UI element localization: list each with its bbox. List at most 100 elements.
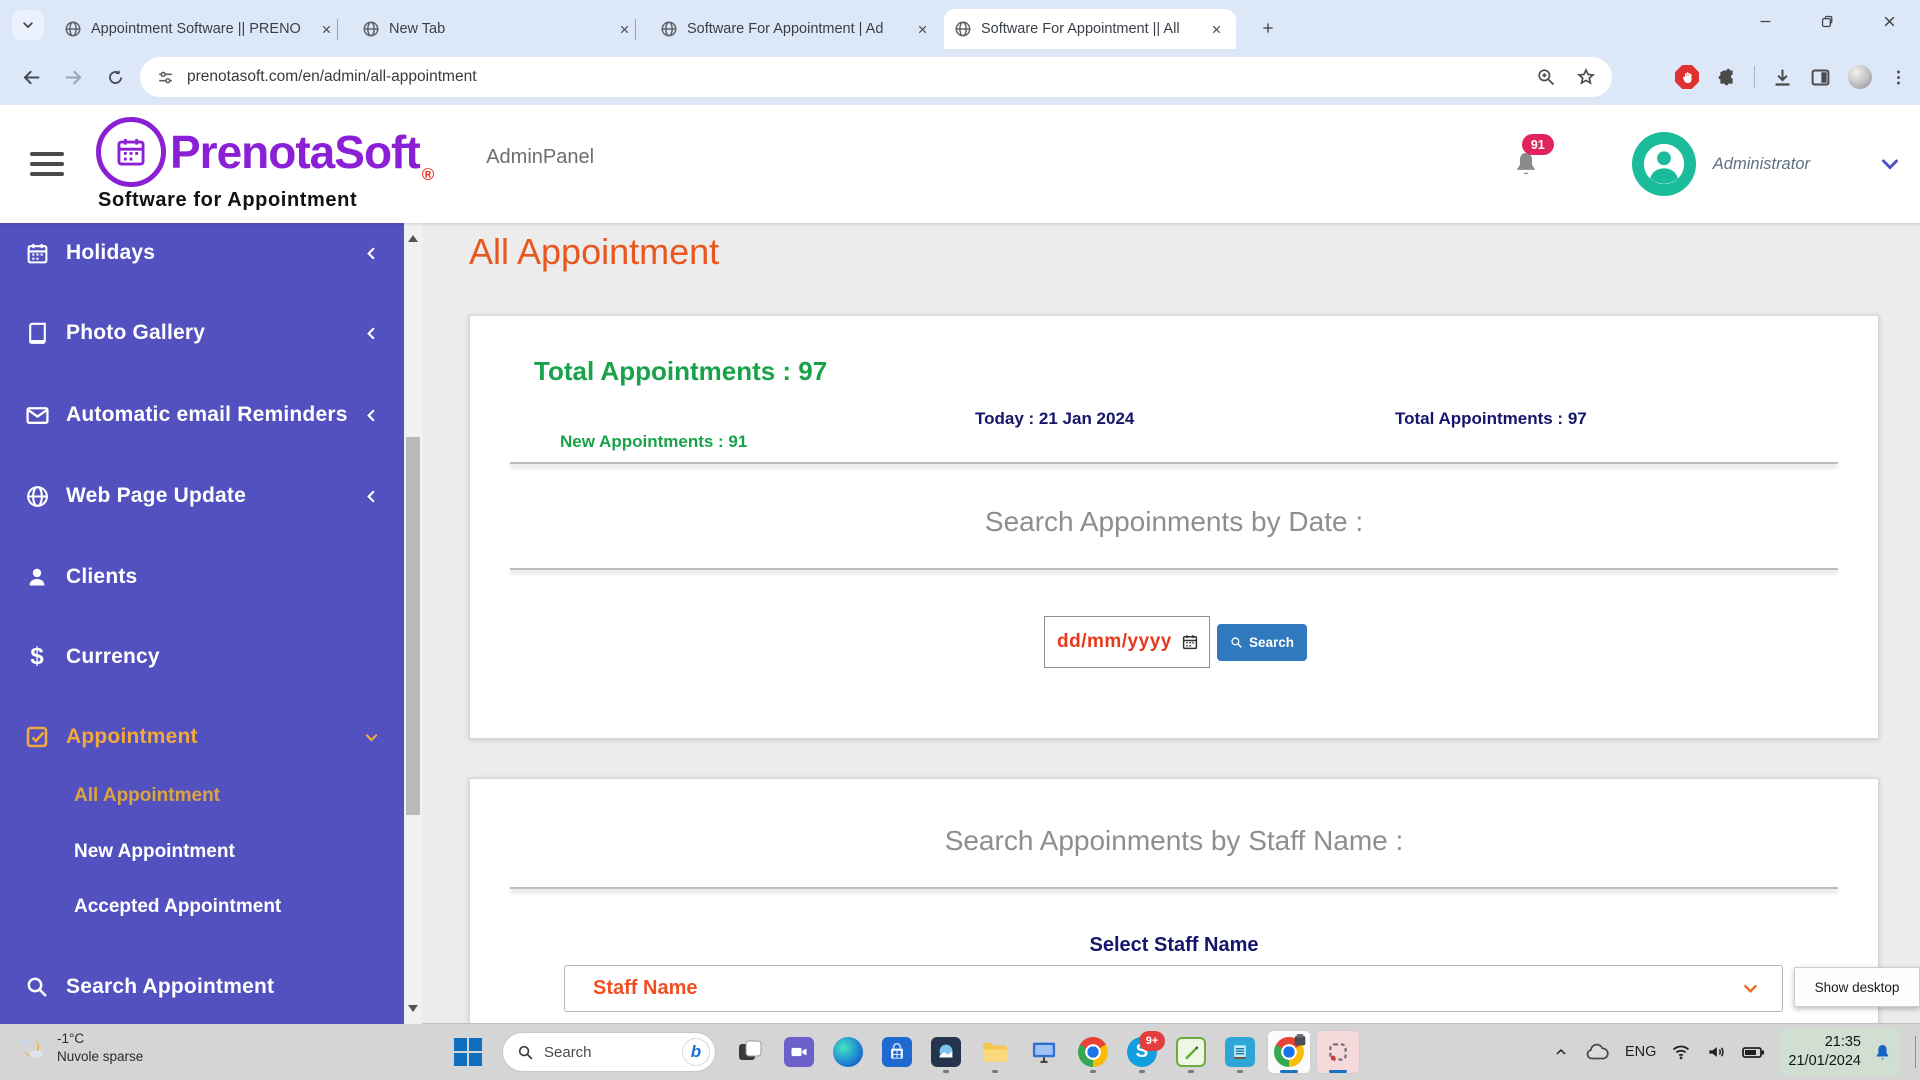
taskbar-weather-widget[interactable]: -1°C Nuvole sparse (12, 1030, 143, 1066)
total-appointments-stat: Total Appointments : 97 (1395, 409, 1587, 428)
notifications-bell-button[interactable]: 91 (1512, 134, 1554, 178)
chrome-button[interactable] (1071, 1030, 1115, 1074)
taskbar-search-box[interactable]: Search b (503, 1033, 715, 1071)
site-logo[interactable]: PrenotaSoft ® Software for Appointment (96, 116, 434, 212)
browser-menu-icon[interactable] (1889, 68, 1908, 87)
hamburger-menu-icon[interactable] (30, 152, 64, 176)
extensions-puzzle-icon[interactable] (1716, 67, 1737, 88)
select-staff-label: Select Staff Name (1089, 934, 1259, 956)
url-bar[interactable]: prenotasoft.com/en/admin/all-appointment (140, 57, 1612, 97)
monitor-icon (1029, 1037, 1059, 1067)
snipping-tool-button[interactable] (1316, 1030, 1360, 1074)
sidebar-item-currency[interactable]: $ Currency (0, 639, 404, 675)
snipping-tool-icon (1323, 1037, 1353, 1067)
scroll-down-icon[interactable] (408, 1005, 418, 1012)
scrollbar-thumb[interactable] (406, 437, 420, 815)
sidebar-subitem-accepted-appointment[interactable]: Accepted Appointment (74, 896, 282, 917)
back-icon (21, 67, 42, 88)
browser-tab-3[interactable]: Software For Appointment | Ad (650, 9, 942, 49)
globe-favicon-icon (362, 20, 380, 38)
skype-button[interactable]: S 9+ (1120, 1030, 1165, 1074)
hand-icon (1680, 70, 1695, 85)
notification-bell-icon[interactable] (1873, 1043, 1892, 1062)
sidebar-item-label: Automatic email Reminders (66, 403, 348, 426)
volume-icon[interactable] (1706, 1042, 1726, 1062)
tab-close-icon[interactable] (913, 20, 932, 39)
sidebar-item-photo-gallery[interactable]: Photo Gallery (0, 315, 404, 351)
adblock-icon[interactable] (1675, 65, 1699, 89)
window-restore-button[interactable] (1796, 0, 1858, 42)
browser-tab-active[interactable]: Software For Appointment || All (944, 9, 1236, 49)
search-by-date-button[interactable]: Search (1217, 624, 1307, 661)
date-input[interactable]: dd/mm/yyyy (1044, 616, 1210, 668)
microsoft-store-button[interactable] (875, 1030, 919, 1074)
notepad-plus-button[interactable] (1169, 1030, 1213, 1074)
staff-name-select[interactable]: Staff Name (564, 965, 1783, 1012)
browser-tab-2[interactable]: New Tab (352, 9, 644, 49)
tab-close-icon[interactable] (317, 20, 336, 39)
side-panel-icon[interactable] (1810, 67, 1831, 88)
sidebar-item-email-reminders[interactable]: Automatic email Reminders (0, 397, 404, 433)
new-tab-button[interactable] (1253, 13, 1283, 43)
browser-tab-1[interactable]: Appointment Software || PRENO (54, 9, 346, 49)
date-placeholder: dd/mm/yyyy (1057, 631, 1172, 652)
show-desktop-edge[interactable] (1915, 1036, 1916, 1068)
toolbar-extensions-area (1675, 59, 1908, 95)
browser-tab-bar: Appointment Software || PRENO New Tab So… (0, 0, 1920, 49)
notes-icon (1225, 1037, 1255, 1067)
bookmark-star-icon[interactable] (1576, 67, 1596, 87)
sidebar-subitem-new-appointment[interactable]: New Appointment (74, 841, 235, 862)
remote-pc-button[interactable] (1022, 1030, 1066, 1074)
forward-button[interactable] (56, 60, 90, 94)
window-close-button[interactable] (1858, 0, 1920, 42)
sidebar-item-web-page-update[interactable]: Web Page Update (0, 478, 404, 514)
sidebar-item-holidays[interactable]: Holidays (0, 235, 404, 271)
wifi-icon[interactable] (1671, 1042, 1691, 1062)
downloads-icon[interactable] (1772, 67, 1793, 88)
site-settings-icon[interactable] (156, 68, 175, 87)
file-explorer-button[interactable] (973, 1030, 1017, 1074)
battery-icon[interactable] (1741, 1040, 1765, 1064)
user-menu-chevron-icon[interactable] (1878, 152, 1902, 176)
sidebar-scrollbar[interactable] (404, 223, 422, 1024)
tray-chevron-up-icon[interactable] (1553, 1044, 1569, 1060)
onedrive-cloud-icon[interactable] (1584, 1039, 1610, 1065)
plus-icon (1260, 20, 1276, 36)
tab-title: Appointment Software || PRENO (91, 21, 301, 37)
tab-search-button[interactable] (12, 10, 44, 40)
zoom-icon[interactable] (1536, 67, 1556, 87)
task-view-button[interactable] (728, 1030, 772, 1074)
language-indicator[interactable]: ENG (1625, 1044, 1657, 1060)
sidebar-item-clients[interactable]: Clients (0, 559, 404, 595)
back-button[interactable] (14, 60, 48, 94)
tab-close-icon[interactable] (1207, 20, 1226, 39)
window-minimize-button[interactable] (1734, 0, 1796, 42)
calendar-picker-icon[interactable] (1181, 633, 1199, 651)
chevron-left-icon (363, 245, 380, 262)
scroll-up-icon[interactable] (408, 235, 418, 242)
folder-icon (980, 1037, 1010, 1067)
site-header: PrenotaSoft ® Software for Appointment A… (0, 105, 1920, 223)
today-date-stat: Today : 21 Jan 2024 (975, 409, 1135, 428)
notepad-plus-icon (1176, 1037, 1206, 1067)
user-avatar[interactable] (1631, 132, 1696, 196)
store-bag-icon (882, 1037, 912, 1067)
sidebar-item-search-appointment[interactable]: Search Appointment (0, 969, 404, 1005)
search-icon (24, 975, 50, 999)
chevron-down-icon (21, 18, 35, 32)
edge-button[interactable] (826, 1030, 870, 1074)
start-button[interactable] (446, 1030, 490, 1074)
page-title: All Appointment (469, 231, 720, 272)
sidebar-item-appointment[interactable]: Appointment (0, 719, 404, 755)
globe-favicon-icon (954, 20, 972, 38)
url-text[interactable]: prenotasoft.com/en/admin/all-appointment (187, 68, 477, 85)
teams-chat-button[interactable] (777, 1030, 821, 1074)
sidebar-subitem-all-appointment[interactable]: All Appointment (74, 785, 220, 806)
notes-app-button[interactable] (1218, 1030, 1262, 1074)
tab-close-icon[interactable] (615, 20, 634, 39)
reload-button[interactable] (98, 60, 132, 94)
clock-area[interactable]: 21:35 21/01/2024 (1780, 1028, 1900, 1076)
chrome-active-window-button[interactable] (1267, 1030, 1311, 1074)
profile-avatar-icon[interactable] (1848, 65, 1872, 89)
photos-app-button[interactable] (924, 1030, 968, 1074)
